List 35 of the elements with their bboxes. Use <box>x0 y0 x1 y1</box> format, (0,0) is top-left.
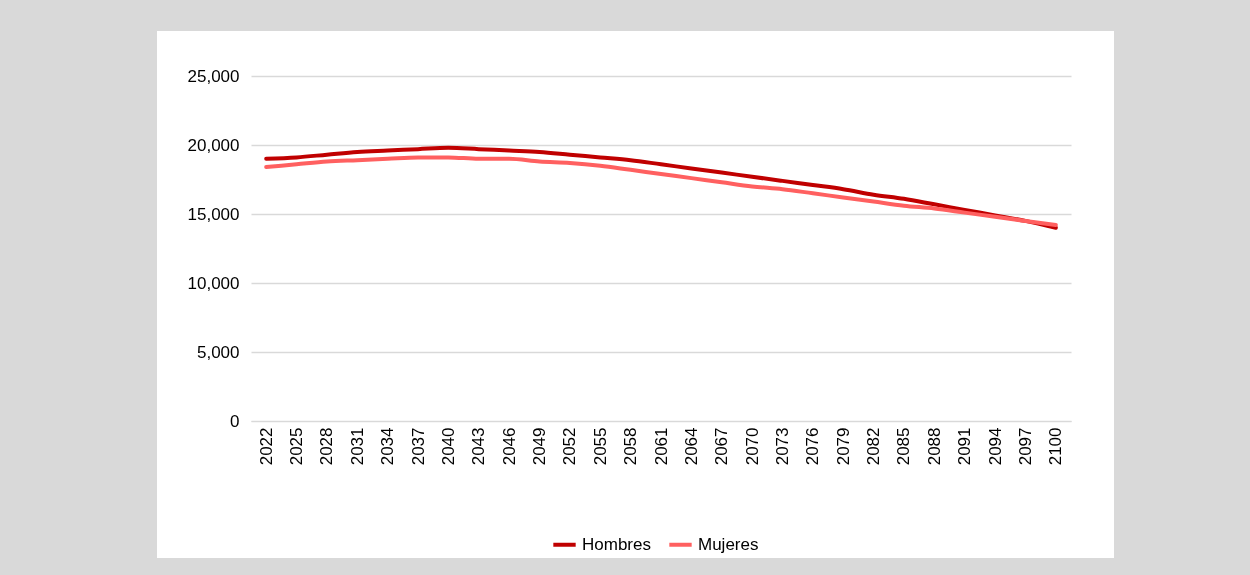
x-tick-label: 2076 <box>803 427 823 466</box>
x-tick-label: 2073 <box>772 427 792 466</box>
y-tick-label: 15,000 <box>187 204 240 224</box>
x-tick-label: 2082 <box>864 427 884 466</box>
y-tick-label: 20,000 <box>187 135 240 155</box>
x-tick-label: 2055 <box>590 427 610 466</box>
x-tick-label: 2034 <box>378 427 398 466</box>
x-tick-label: 2085 <box>894 427 914 466</box>
x-tick-label: 2049 <box>530 427 550 466</box>
x-tick-label: 2070 <box>742 427 762 466</box>
y-tick-label: 0 <box>230 411 240 431</box>
x-tick-label: 2043 <box>469 427 489 466</box>
x-tick-label: 2022 <box>256 427 276 466</box>
x-tick-label: 2091 <box>955 427 975 466</box>
x-tick-label: 2094 <box>985 427 1005 466</box>
x-tick-label: 2040 <box>438 427 458 466</box>
x-tick-label: 2058 <box>621 427 641 466</box>
x-tick-label: 2025 <box>287 427 307 466</box>
legend-label: Hombres <box>582 534 651 554</box>
x-tick-label: 2046 <box>499 427 519 466</box>
x-tick-label: 2061 <box>651 427 671 466</box>
x-tick-label: 2067 <box>712 427 732 466</box>
x-tick-label: 2028 <box>317 427 337 466</box>
x-tick-label: 2088 <box>924 427 944 466</box>
y-tick-label: 5,000 <box>196 342 240 362</box>
x-tick-label: 2031 <box>347 427 367 466</box>
x-tick-label: 2037 <box>408 427 428 466</box>
y-tick-label: 10,000 <box>187 273 240 293</box>
x-tick-label: 2100 <box>1046 427 1066 466</box>
x-tick-label: 2079 <box>833 427 853 466</box>
legend-label: Mujeres <box>698 534 759 554</box>
y-tick-label: 25,000 <box>187 66 240 86</box>
x-tick-label: 2052 <box>560 427 580 466</box>
x-tick-label: 2097 <box>1015 427 1035 466</box>
x-tick-label: 2064 <box>681 427 701 466</box>
